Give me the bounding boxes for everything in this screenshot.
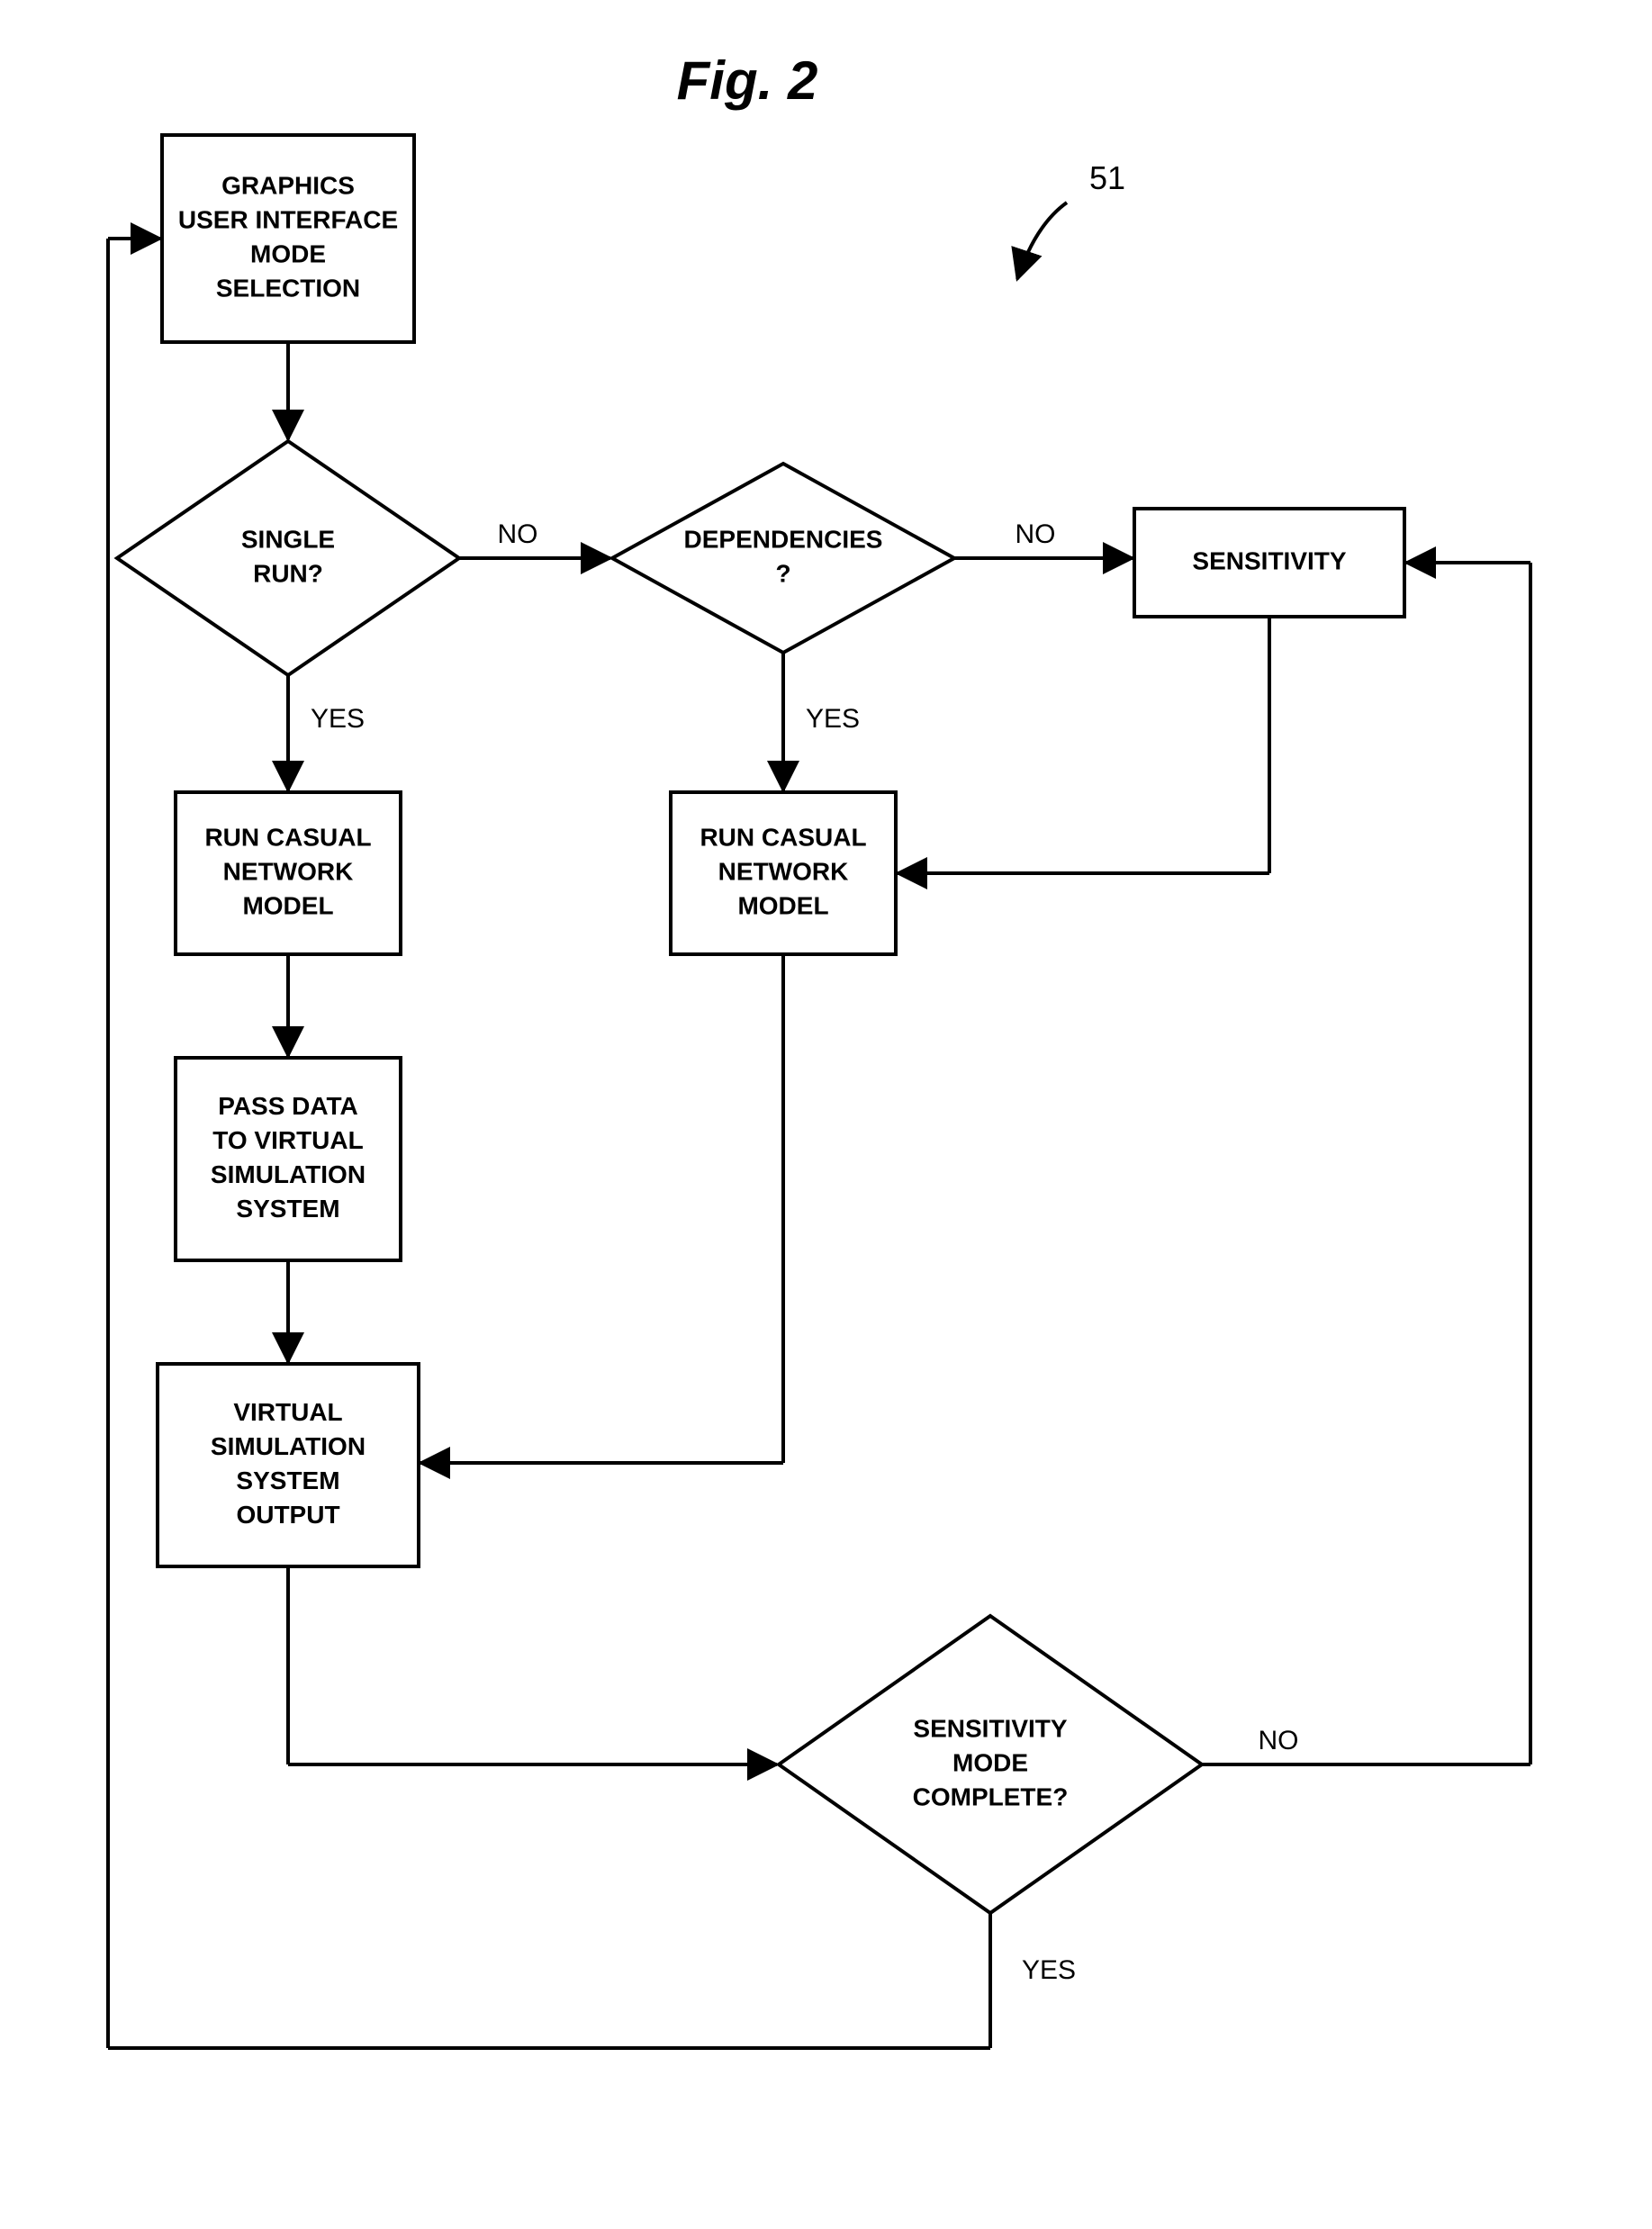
svg-text:SIMULATION: SIMULATION (211, 1160, 366, 1188)
svg-text:RUN CASUAL: RUN CASUAL (204, 823, 371, 851)
svg-text:COMPLETE?: COMPLETE? (913, 1782, 1069, 1810)
node-output: VIRTUAL SIMULATION SYSTEM OUTPUT (158, 1364, 419, 1566)
svg-text:NETWORK: NETWORK (718, 857, 849, 885)
svg-text:?: ? (775, 559, 790, 587)
node-sensitivity: SENSITIVITY (1134, 509, 1404, 617)
svg-text:NETWORK: NETWORK (223, 857, 354, 885)
svg-text:SIMULATION: SIMULATION (211, 1432, 366, 1460)
figure-title: Fig. 2 (677, 50, 818, 111)
label-complete-no: NO (1259, 1726, 1299, 1755)
svg-text:VIRTUAL: VIRTUAL (233, 1398, 342, 1426)
label-dep-yes: YES (806, 704, 860, 734)
svg-text:USER INTERFACE: USER INTERFACE (178, 205, 398, 233)
node-gui: GRAPHICS USER INTERFACE MODE SELECTION (162, 135, 414, 342)
node-dependencies: DEPENDENCIES? (612, 464, 954, 653)
label-complete-yes: YES (1022, 1955, 1076, 1985)
svg-text:MODE: MODE (952, 1748, 1028, 1776)
node-pass_data: PASS DATA TO VIRTUAL SIMULATION SYSTEM (176, 1058, 401, 1260)
svg-text:DEPENDENCIES: DEPENDENCIES (684, 525, 883, 553)
label-singlerun-no: NO (498, 519, 538, 549)
svg-text:RUN?: RUN? (253, 559, 323, 587)
node-single_run: SINGLE RUN? (117, 441, 459, 675)
figure-reference-number: 51 (1089, 159, 1125, 196)
svg-text:SELECTION: SELECTION (216, 274, 360, 302)
node-run_model_right: RUN CASUAL NETWORK MODEL (671, 792, 896, 954)
svg-text:SENSITIVITY: SENSITIVITY (913, 1714, 1067, 1742)
svg-text:SYSTEM: SYSTEM (236, 1466, 339, 1494)
svg-text:MODEL: MODEL (242, 891, 333, 919)
nodes-layer: GRAPHICS USER INTERFACE MODE SELECTION SINGL… (117, 135, 1404, 1913)
node-run_model_left: RUN CASUAL NETWORK MODEL (176, 792, 401, 954)
svg-text:PASS DATA: PASS DATA (218, 1092, 358, 1120)
node-complete: SENSITIVITY MODE COMPLETE? (779, 1616, 1202, 1913)
svg-text:GRAPHICS: GRAPHICS (221, 171, 355, 199)
svg-text:SINGLE: SINGLE (241, 525, 335, 553)
label-singlerun-yes: YES (311, 704, 365, 734)
svg-text:SYSTEM: SYSTEM (236, 1195, 339, 1223)
flowchart-diagram: Fig. 2 51 GRAPHICS USER INTERFACE MODE SELE… (0, 0, 1652, 2229)
svg-text:TO VIRTUAL: TO VIRTUAL (212, 1126, 363, 1154)
svg-text:MODE: MODE (250, 239, 326, 267)
label-dep-no: NO (1016, 519, 1056, 549)
reference-pointer-arrow (1017, 203, 1067, 279)
svg-text:OUTPUT: OUTPUT (236, 1501, 339, 1529)
svg-text:SENSITIVITY: SENSITIVITY (1192, 546, 1346, 574)
svg-text:RUN CASUAL: RUN CASUAL (700, 823, 866, 851)
svg-text:MODEL: MODEL (737, 891, 828, 919)
